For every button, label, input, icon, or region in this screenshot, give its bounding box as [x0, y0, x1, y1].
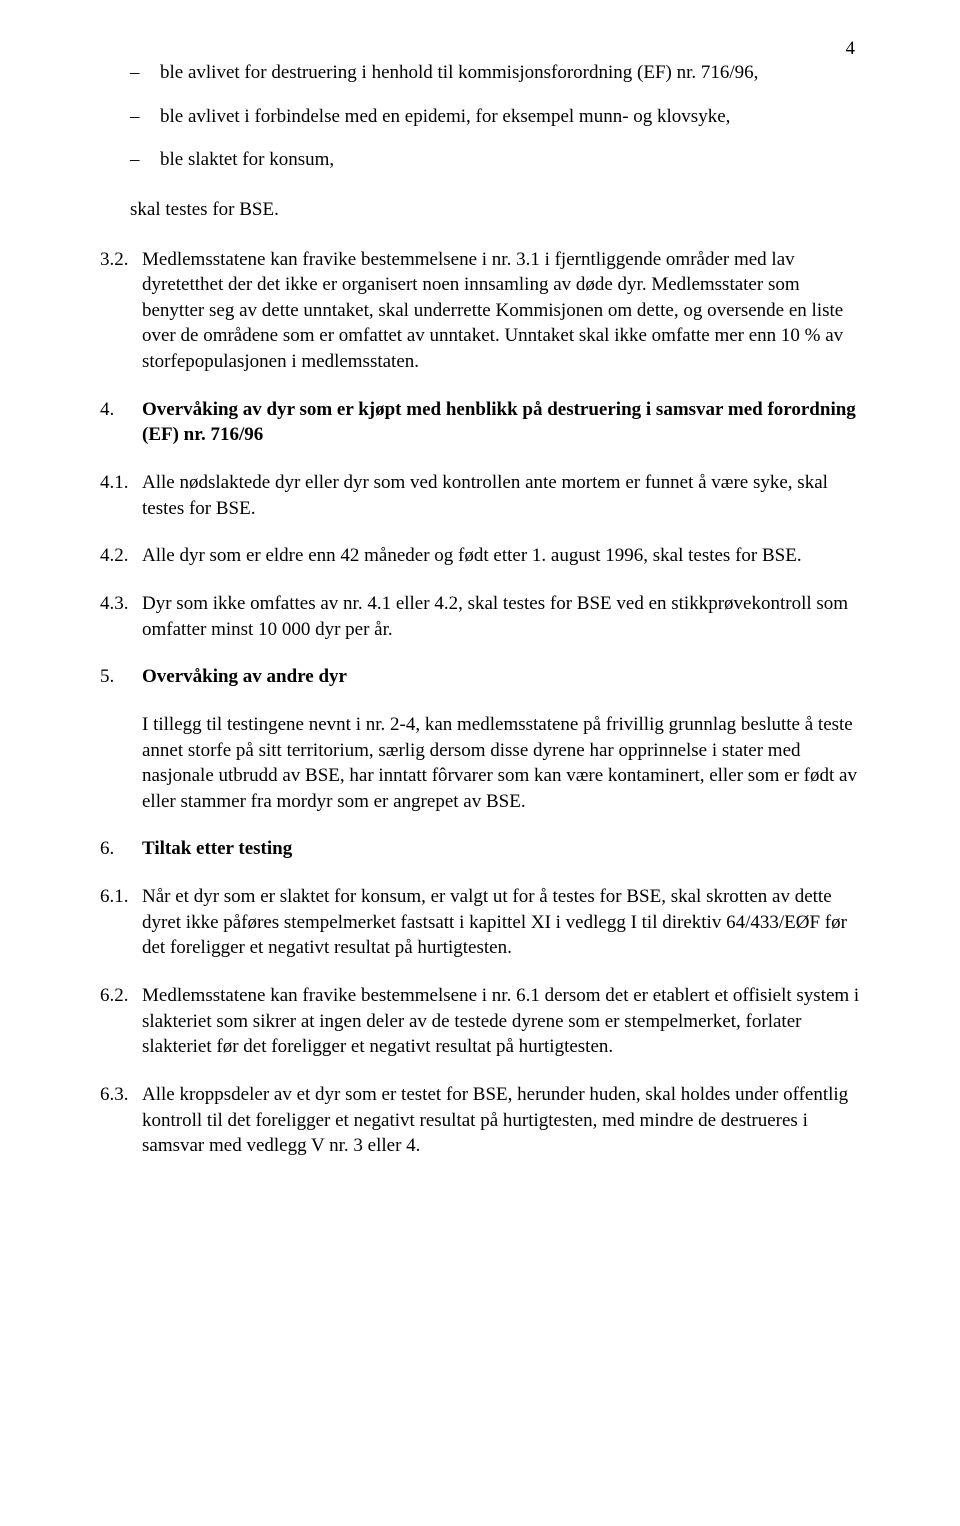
section-4-3: 4.3. Dyr som ikke omfattes av nr. 4.1 el… [100, 591, 860, 642]
section-number: 3.2. [100, 247, 142, 375]
section-4-1: 4.1. Alle nødslaktede dyr eller dyr som … [100, 470, 860, 521]
section-heading: Tiltak etter testing [142, 836, 860, 862]
section-body: Medlemsstatene kan fravike bestemmelsene… [142, 247, 860, 375]
section-heading: Overvåking av dyr som er kjøpt med henbl… [142, 397, 860, 448]
section-number: 6.1. [100, 884, 142, 961]
list-item: ble avlivet for destruering i henhold ti… [100, 60, 860, 86]
paragraph: skal testes for BSE. [100, 197, 860, 223]
section-body: Medlemsstatene kan fravike bestemmelsene… [142, 983, 860, 1060]
section-body: Alle nødslaktede dyr eller dyr som ved k… [142, 470, 860, 521]
section-5-body: I tillegg til testingene nevnt i nr. 2-4… [100, 712, 860, 815]
section-body: Dyr som ikke omfattes av nr. 4.1 eller 4… [142, 591, 860, 642]
section-number: 6.3. [100, 1082, 142, 1159]
section-4-2: 4.2. Alle dyr som er eldre enn 42 månede… [100, 543, 860, 569]
page-number: 4 [846, 38, 856, 60]
section-6-2: 6.2. Medlemsstatene kan fravike bestemme… [100, 983, 860, 1060]
section-heading: Overvåking av andre dyr [142, 664, 860, 690]
section-body: Når et dyr som er slaktet for konsum, er… [142, 884, 860, 961]
section-6-3: 6.3. Alle kroppsdeler av et dyr som er t… [100, 1082, 860, 1159]
list-item: ble avlivet i forbindelse med en epidemi… [100, 104, 860, 130]
list-item: ble slaktet for konsum, [100, 147, 860, 173]
section-number: 6. [100, 836, 142, 862]
section-4-heading: 4. Overvåking av dyr som er kjøpt med he… [100, 397, 860, 448]
section-number: 4. [100, 397, 142, 448]
bullet-list: ble avlivet for destruering i henhold ti… [100, 60, 860, 173]
section-number: 5. [100, 664, 142, 690]
section-6-1: 6.1. Når et dyr som er slaktet for konsu… [100, 884, 860, 961]
section-number: 4.2. [100, 543, 142, 569]
section-6-heading: 6. Tiltak etter testing [100, 836, 860, 862]
section-5-heading: 5. Overvåking av andre dyr [100, 664, 860, 690]
section-number: 4.3. [100, 591, 142, 642]
section-number: 4.1. [100, 470, 142, 521]
section-3-2: 3.2. Medlemsstatene kan fravike bestemme… [100, 247, 860, 375]
section-body: Alle dyr som er eldre enn 42 måneder og … [142, 543, 860, 569]
section-number: 6.2. [100, 983, 142, 1060]
section-body: Alle kroppsdeler av et dyr som er testet… [142, 1082, 860, 1159]
